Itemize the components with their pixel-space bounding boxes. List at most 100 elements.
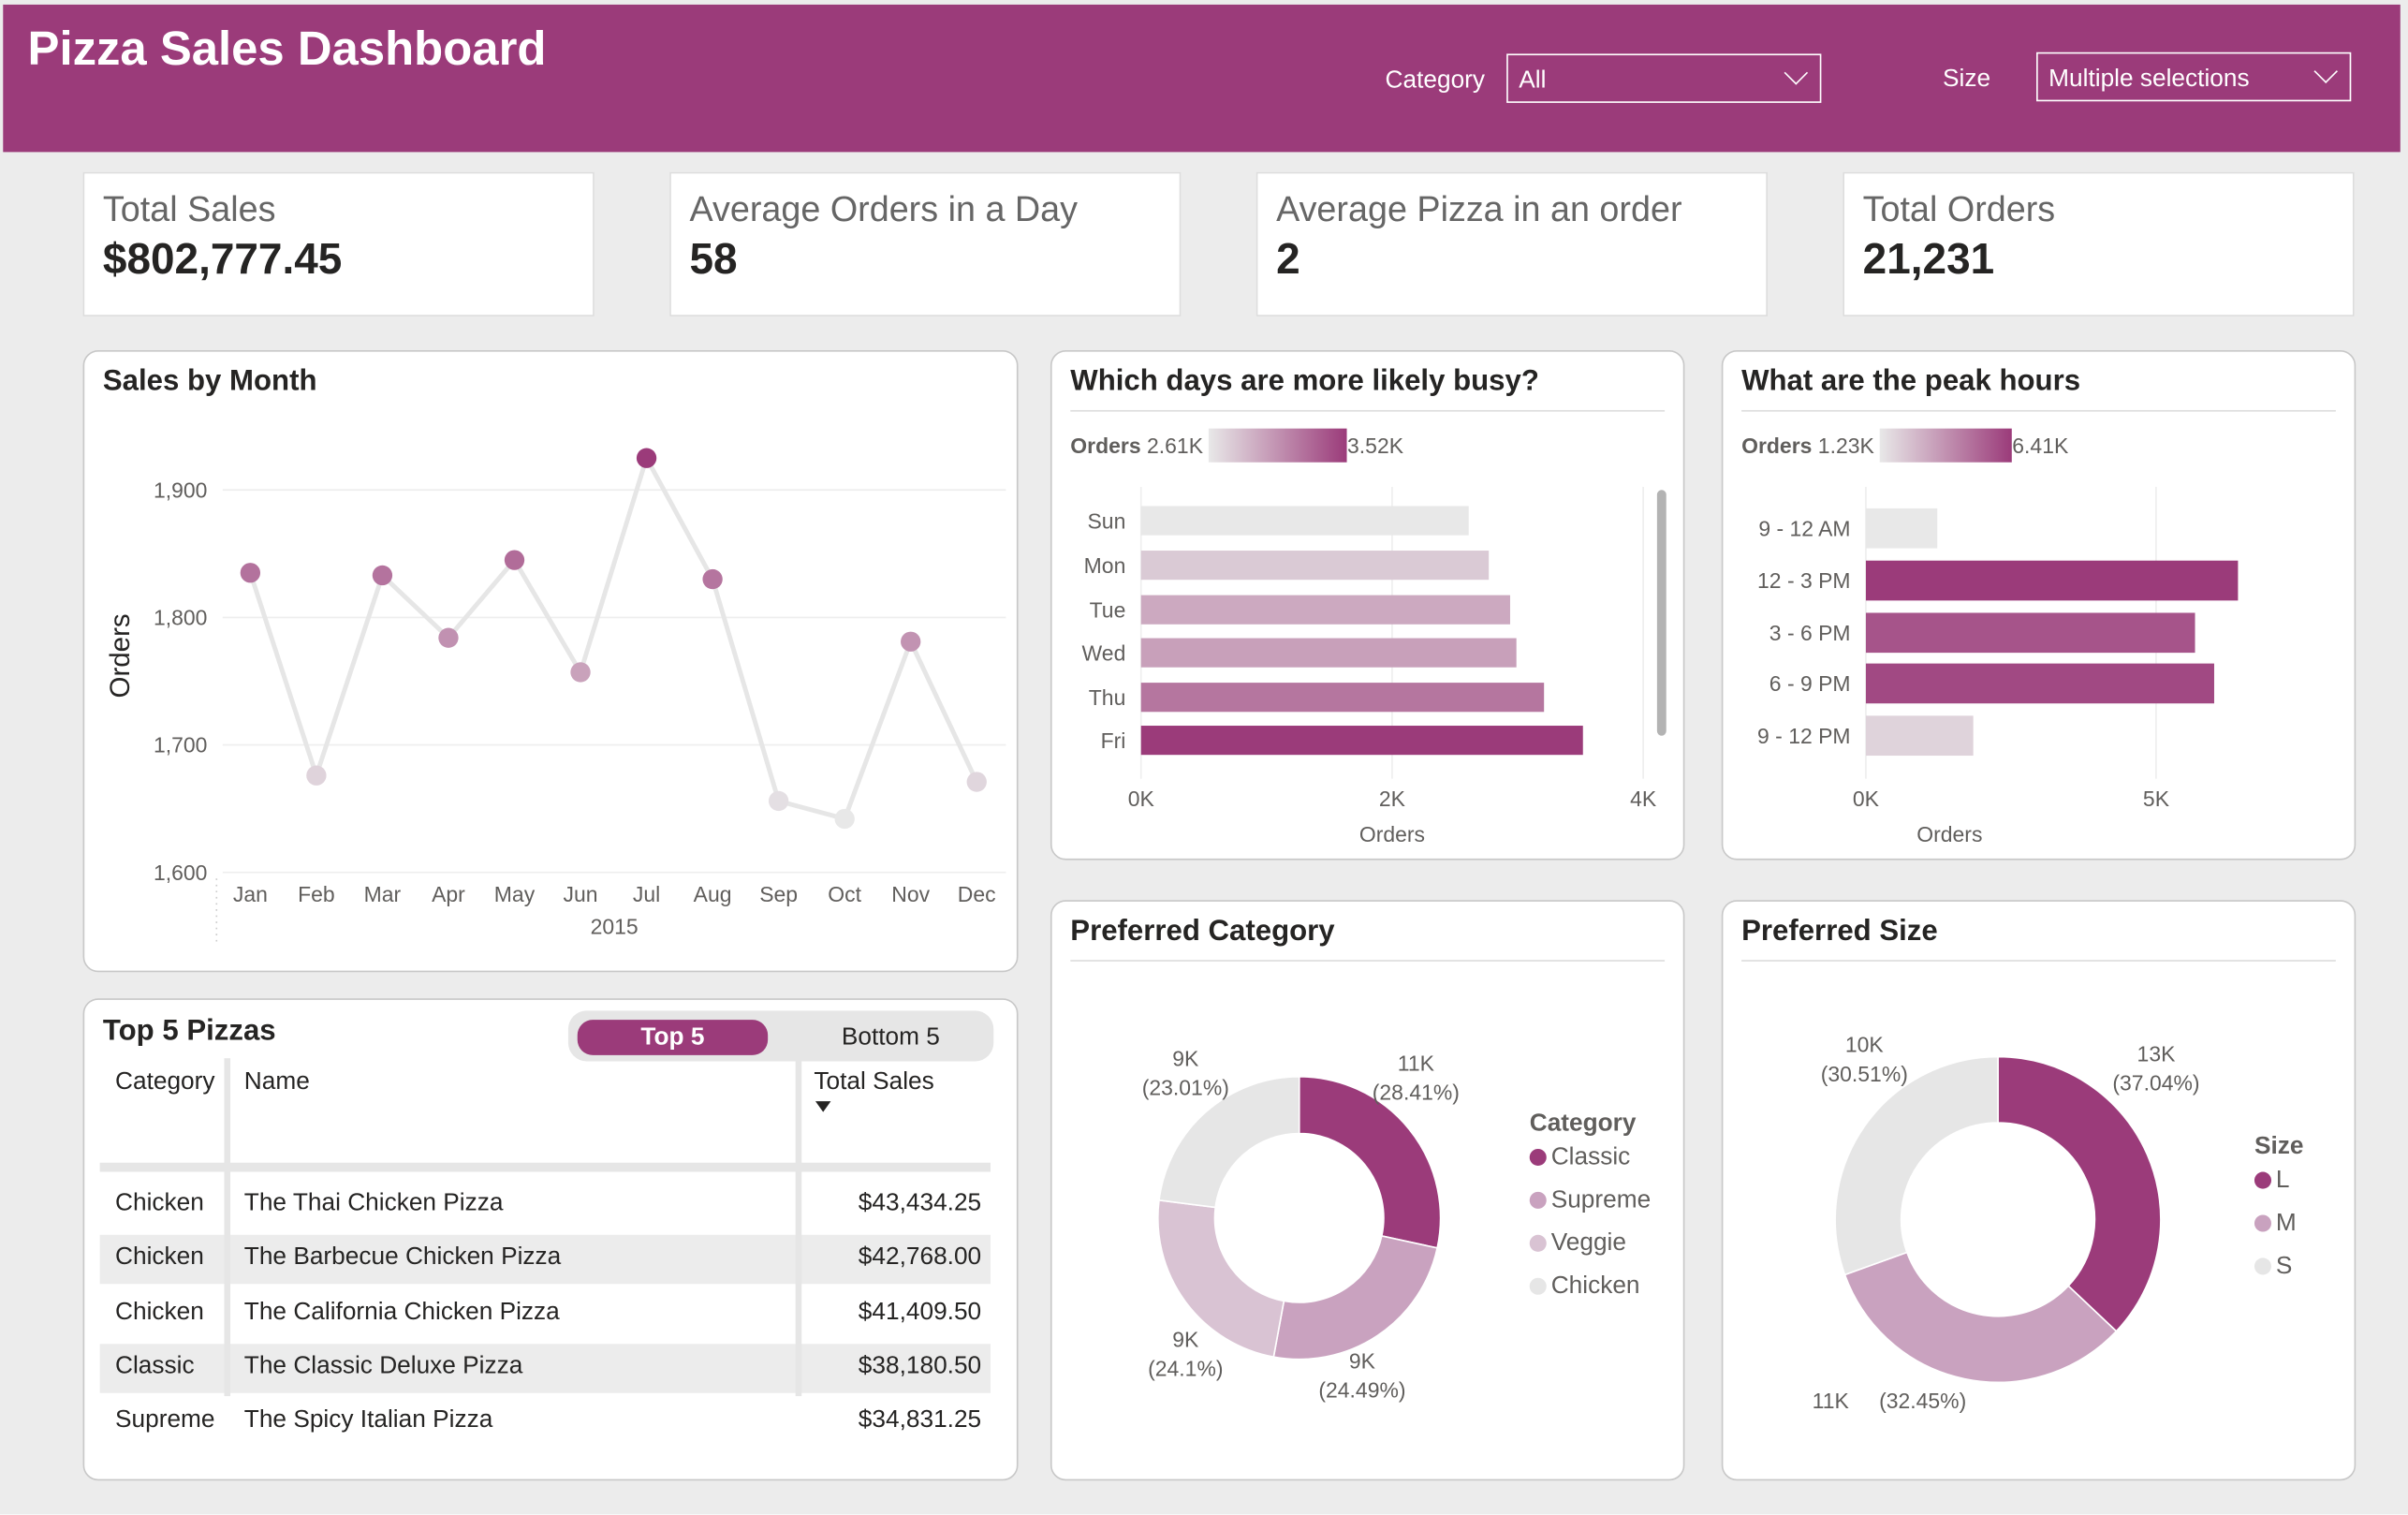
- y-tick-label: 1,700: [154, 733, 207, 758]
- series-line: [248, 451, 979, 822]
- legend-item-l[interactable]: L: [2254, 1168, 2304, 1196]
- table-row[interactable]: Supreme The Spicy Italian Pizza $34,831.25: [100, 1398, 991, 1447]
- chart-title: Sales by Month: [102, 365, 317, 398]
- kpi-total-sales: Total Sales $802,777.45: [82, 171, 595, 316]
- bar: [1865, 715, 1974, 757]
- size-filter-dropdown[interactable]: Multiple selections: [2036, 51, 2352, 102]
- data-point: [702, 568, 723, 590]
- legend-item-m[interactable]: M: [2254, 1211, 2304, 1239]
- x-axis-label: Orders: [1916, 822, 1982, 846]
- cell-total-sales: $34,831.25: [858, 1406, 982, 1434]
- x-tick-label: Mar: [364, 882, 402, 906]
- y-category-label: 3 - 6 PM: [1769, 621, 1851, 645]
- bar: [1140, 506, 1469, 536]
- data-label-value: 10K: [1845, 1033, 1885, 1057]
- legend-min: 2.61K: [1146, 433, 1204, 458]
- data-label-percent: (28.41%): [1373, 1080, 1460, 1104]
- data-point: [306, 765, 327, 786]
- data-point: [240, 563, 261, 583]
- table-row[interactable]: Chicken The Thai Chicken Pizza $43,434.25: [100, 1181, 991, 1229]
- data-point: [901, 631, 921, 652]
- scrollbar[interactable]: [1656, 490, 1667, 736]
- y-category-label: Sun: [1087, 508, 1125, 533]
- bottom-5-button[interactable]: Bottom 5: [841, 1024, 940, 1051]
- x-tick-label: 5K: [2143, 787, 2170, 811]
- legend-marker-icon: [1529, 1277, 1547, 1295]
- cell-category: Chicken: [115, 1244, 204, 1272]
- data-label-value: 9K: [1349, 1349, 1376, 1374]
- kpi-value: 58: [689, 234, 738, 283]
- peak-hours-chart: 0K 5K 9 - 12 AM 12 - 3 PM 3 - 6 PM 6 - 9 PM 9 …: [1757, 486, 2239, 846]
- data-label-value: 11K: [1813, 1389, 1850, 1413]
- data-point: [372, 565, 393, 586]
- category-filter-value: All: [1519, 67, 1547, 95]
- x-tick-label: Dec: [958, 882, 996, 906]
- preferred-category-card: Preferred Category 11K (28.41%) 9K (24.49%)…: [1050, 900, 1685, 1481]
- chart-title: Preferred Category: [1070, 915, 1335, 949]
- x-tick-label: Aug: [694, 882, 732, 906]
- x-tick-label: Jul: [633, 882, 660, 906]
- table-row[interactable]: Classic The Classic Deluxe Pizza $38,180.5…: [99, 1344, 991, 1393]
- data-point: [438, 627, 459, 648]
- kpi-total-orders: Total Orders 21,231: [1843, 171, 2355, 316]
- donut-slice: [1834, 1055, 1999, 1276]
- divider: [1741, 960, 2336, 962]
- y-category-label: Wed: [1082, 640, 1126, 665]
- divider: [1741, 409, 2336, 412]
- kpi-label: Average Orders in a Day: [689, 188, 1079, 229]
- column-header-category[interactable]: Category: [115, 1068, 215, 1096]
- legend-item-s[interactable]: S: [2254, 1253, 2304, 1281]
- y-category-label: 12 - 3 PM: [1757, 568, 1851, 593]
- preferred-size-donut: 13K (37.04%) 11K (32.45%) 10K (30.51%): [1813, 1033, 2200, 1414]
- kpi-value: 21,231: [1862, 234, 1995, 283]
- donut-slice: [1997, 1055, 2162, 1332]
- category-filter-dropdown[interactable]: All: [1506, 53, 1822, 103]
- data-point: [570, 662, 591, 683]
- sales-by-month-card: Sales by Month Orders 2015 1,600 1,700 1,8…: [82, 349, 1019, 973]
- column-header-name[interactable]: Name: [243, 1068, 310, 1096]
- gradient-bar: [1880, 428, 2013, 463]
- top-bottom-toggle: Top 5 Bottom 5: [567, 1010, 994, 1062]
- data-label-percent: (23.01%): [1142, 1076, 1229, 1100]
- cell-total-sales: $42,768.00: [858, 1244, 982, 1272]
- data-label-value: 13K: [2137, 1041, 2177, 1066]
- donut-slice: [1272, 1234, 1439, 1361]
- size-filter-value: Multiple selections: [2048, 66, 2250, 93]
- bar: [1140, 595, 1510, 625]
- bar: [1865, 560, 2239, 601]
- cell-name: The Classic Deluxe Pizza: [243, 1352, 523, 1379]
- legend-item-label: Classic: [1550, 1144, 1631, 1170]
- x-tick-label: Jun: [564, 882, 598, 906]
- legend-item-classic[interactable]: Classic: [1529, 1144, 1651, 1172]
- legend-item-supreme[interactable]: Supreme: [1529, 1187, 1651, 1215]
- y-category-label: 6 - 9 PM: [1769, 671, 1851, 696]
- x-tick-label: 2K: [1379, 787, 1406, 811]
- sort-descending-icon: [815, 1101, 831, 1112]
- y-category-label: 9 - 12 PM: [1757, 724, 1851, 748]
- donut-slice: [1158, 1076, 1300, 1209]
- kpi-value: 2: [1276, 234, 1300, 283]
- table-row[interactable]: Chicken The California Chicken Pizza $41,4…: [100, 1289, 991, 1338]
- color-legend: Orders 1.23K 6.41K: [1741, 428, 2068, 463]
- x-tick-label: Jan: [233, 882, 268, 906]
- y-tick-label: 1,900: [154, 478, 207, 502]
- data-label-percent: (24.1%): [1148, 1357, 1223, 1381]
- top-5-button[interactable]: Top 5: [577, 1020, 769, 1055]
- chart-title: Which days are more likely busy?: [1070, 365, 1539, 398]
- cell-name: The California Chicken Pizza: [243, 1299, 560, 1325]
- chart-title: What are the peak hours: [1741, 365, 2081, 398]
- table-row[interactable]: Chicken The Barbecue Chicken Pizza $42,768…: [99, 1235, 991, 1285]
- category-filter-label: Category: [1385, 67, 1486, 95]
- cell-name: The Spicy Italian Pizza: [243, 1406, 493, 1434]
- column-header-total-sales[interactable]: Total Sales: [814, 1068, 934, 1096]
- legend-item-veggie[interactable]: Veggie: [1529, 1230, 1651, 1258]
- x-tick-label: Feb: [298, 882, 335, 906]
- preferred-category-donut: 11K (28.41%) 9K (24.49%) 9K (24.1%) 9K (23.01%): [1142, 1046, 1460, 1403]
- donut-slice: [1298, 1076, 1442, 1249]
- x-tick-label: 0K: [1128, 787, 1155, 811]
- x-tick-label: Nov: [891, 882, 930, 906]
- data-label-percent: (24.49%): [1318, 1378, 1405, 1403]
- peak-hours-card: What are the peak hours Orders 1.23K 6.4…: [1721, 349, 2357, 860]
- legend-item-chicken[interactable]: Chicken: [1529, 1273, 1651, 1302]
